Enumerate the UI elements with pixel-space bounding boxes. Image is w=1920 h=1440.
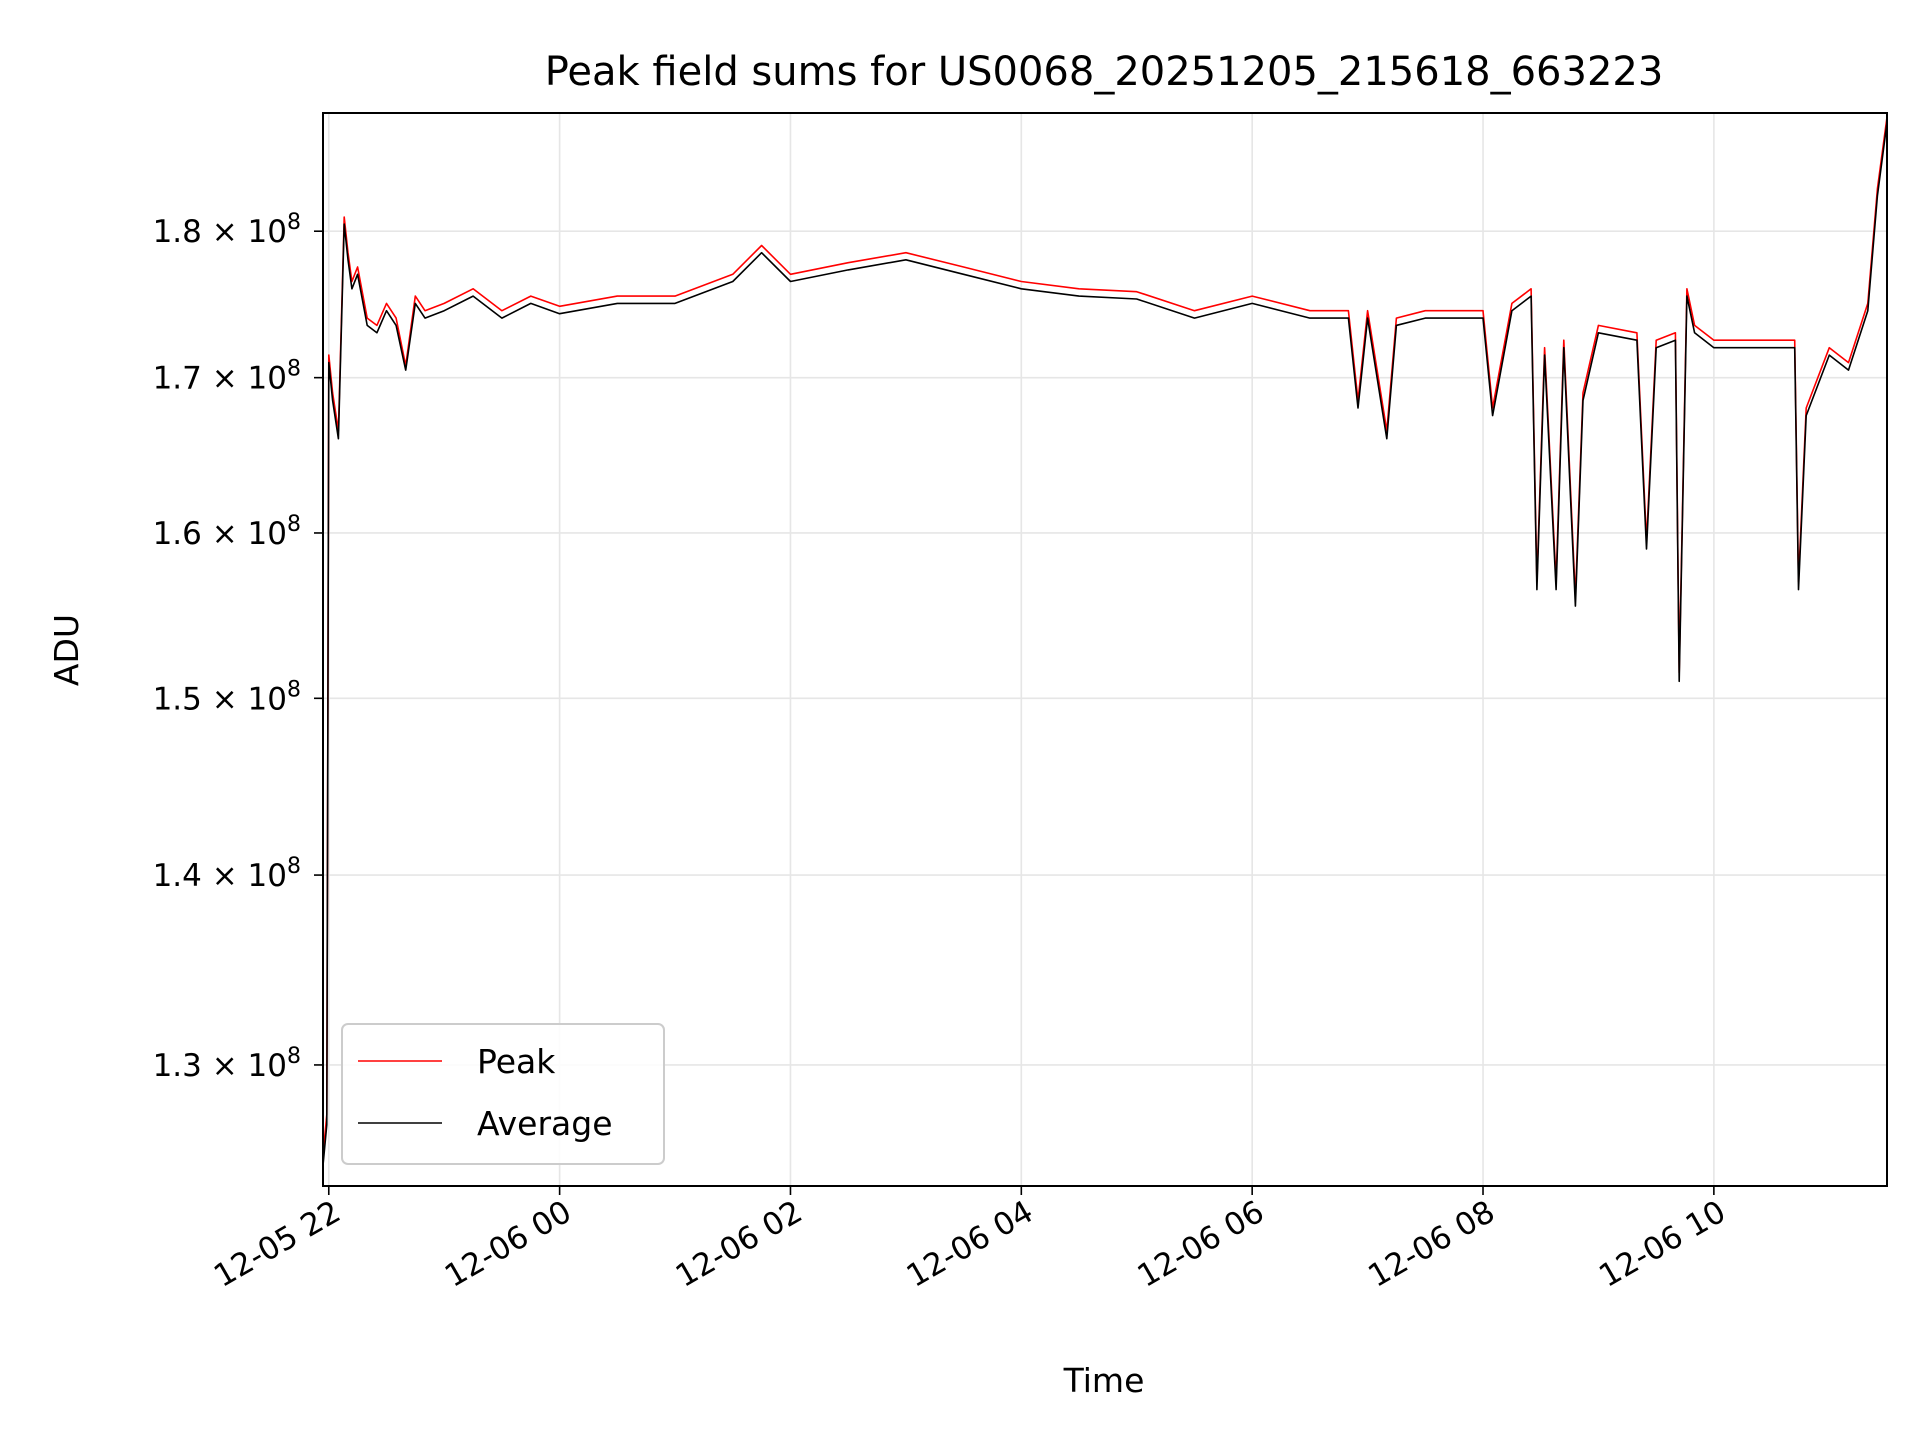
- series-layer: [323, 116, 1887, 1166]
- legend-label-average: Average: [477, 1104, 613, 1143]
- legend-label-peak: Peak: [477, 1042, 556, 1081]
- y-tick-label: 1.5 × 108: [153, 677, 301, 717]
- series-line-average: [323, 122, 1887, 1166]
- y-tick-label: 1.3 × 108: [153, 1044, 301, 1084]
- y-tick-label: 1.7 × 108: [153, 357, 301, 397]
- y-axis-label: ADU: [47, 614, 86, 686]
- legend-box: [341, 1023, 665, 1165]
- x-axis-label: Time: [1063, 1361, 1145, 1400]
- chart-title: Peak field sums for US0068_20251205_2156…: [545, 49, 1664, 95]
- y-tick-label: 1.4 × 108: [153, 854, 301, 894]
- legend: Peak Average: [341, 1023, 665, 1165]
- y-tick-label: 1.8 × 108: [153, 210, 301, 250]
- y-tick-label: 1.6 × 108: [153, 512, 301, 552]
- plot-frame: [322, 112, 1888, 1187]
